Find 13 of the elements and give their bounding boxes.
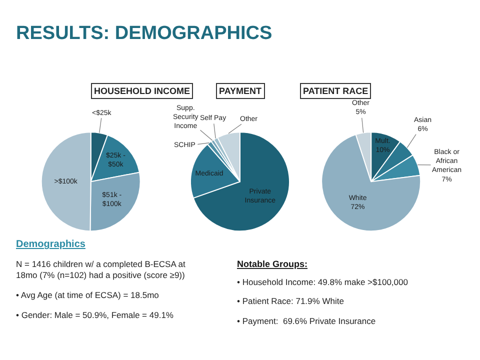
text: • Gender: Male = 50.9%, Female = 49.1% bbox=[16, 310, 174, 320]
text: N = 1416 children w/ a completed B-ECSA at 18mo (7% (n=102) had a positive (score ≥9)) bbox=[16, 259, 186, 280]
chart-title: HOUSEHOLD INCOME bbox=[94, 86, 190, 96]
chart-title: PATIENT RACE bbox=[303, 86, 368, 96]
text: RESULTS: DEMOGRAPHICS bbox=[16, 23, 272, 44]
text: • Household Income: 49.8% make >$100,000 bbox=[237, 277, 408, 287]
pie-slice bbox=[321, 134, 422, 232]
text: Demographics bbox=[16, 239, 86, 250]
text: • Avg Age (at time of ECSA) = 18.5mo bbox=[16, 290, 160, 300]
text: Notable Groups: bbox=[237, 259, 308, 269]
text: • Payment: 69.6% Private Insurance bbox=[237, 316, 376, 326]
text: • Patient Race: 71.9% White bbox=[237, 296, 344, 306]
chart-title: PAYMENT bbox=[219, 86, 262, 96]
